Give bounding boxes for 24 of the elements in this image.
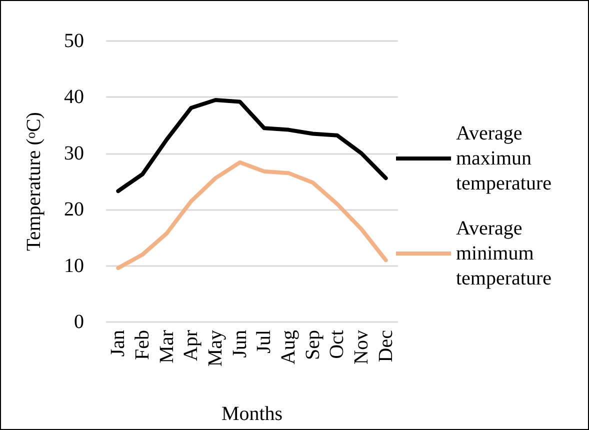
x-axis-title: Months: [221, 403, 283, 425]
y-tick-label: 40: [64, 86, 84, 108]
y-tick-label: 30: [64, 142, 84, 164]
x-tick-label: Feb: [132, 330, 154, 360]
x-tick-label: Mar: [156, 330, 178, 364]
x-tick-label: Sep: [302, 330, 324, 360]
y-tick-label: 50: [64, 30, 84, 52]
legend-label: Average minimum temperature: [456, 218, 552, 290]
y-tick-label: 20: [64, 198, 84, 221]
x-tick-label: Aug: [278, 330, 300, 364]
legend-label: Average maximun temperature: [456, 122, 552, 194]
line-series: [116, 160, 388, 270]
y-tick-label: 0: [74, 311, 84, 333]
x-tick-label: May: [204, 330, 226, 367]
x-tick-label: Nov: [350, 330, 372, 364]
y-axis-title: Temperature (oC): [23, 112, 45, 251]
x-tick-label: Dec: [374, 330, 397, 362]
x-tick-label: Jun: [228, 330, 251, 358]
line-series: [116, 98, 388, 194]
x-tick-label: Apr: [180, 330, 202, 362]
x-tick-label: Jul: [253, 330, 276, 354]
y-tick-label: 10: [64, 254, 84, 277]
x-tick-label: Oct: [326, 330, 348, 359]
x-tick-label: Jan: [107, 330, 130, 357]
